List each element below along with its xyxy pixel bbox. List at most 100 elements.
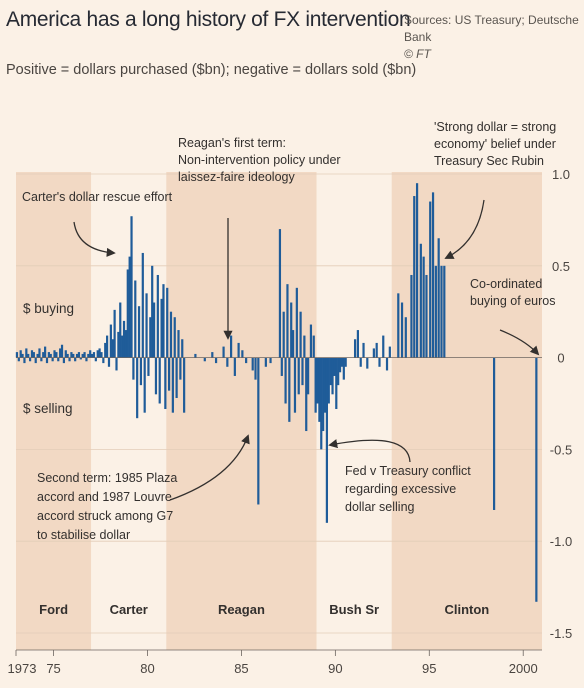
copyright-text: © FT (404, 47, 431, 61)
bar (134, 280, 137, 358)
era-label-reagan: Reagan (218, 602, 265, 617)
bar (203, 357, 206, 362)
bar (323, 357, 327, 413)
bar (344, 357, 347, 367)
bar (309, 324, 313, 358)
bar (183, 357, 186, 413)
bar (36, 353, 39, 358)
bar (156, 274, 159, 358)
bar (257, 357, 260, 505)
bar (15, 352, 19, 358)
era-band-reagan (166, 172, 317, 650)
bar (21, 353, 24, 358)
bar (38, 348, 41, 358)
bar (111, 339, 114, 358)
bar (229, 335, 233, 358)
bar-series (15, 183, 538, 602)
y-tick-label: -1.5 (550, 626, 572, 641)
bar (181, 339, 184, 358)
era-band-bush-sr (316, 172, 392, 650)
bar (100, 352, 103, 358)
annotation-strong-dollar: 'Strong dollar = strong economy' belief u… (434, 120, 556, 168)
bar (314, 357, 317, 413)
bar (79, 357, 82, 360)
bar (333, 357, 336, 376)
bar (68, 357, 71, 362)
bar (60, 344, 64, 358)
bar (89, 350, 92, 358)
bar (132, 357, 135, 380)
bar (92, 352, 96, 358)
bar (372, 348, 375, 358)
bar (177, 330, 180, 358)
bar (331, 357, 334, 395)
bar (162, 284, 165, 358)
bar (434, 265, 437, 358)
bar (152, 302, 156, 358)
bar (397, 293, 400, 358)
bar (535, 357, 538, 602)
bar (49, 353, 52, 358)
bar (440, 265, 443, 358)
bar (42, 352, 45, 358)
bar (85, 357, 88, 362)
x-tick-label: 80 (140, 661, 154, 676)
bar (81, 353, 84, 358)
bar (151, 265, 154, 358)
bar (340, 357, 344, 367)
bar (278, 229, 282, 358)
bar (32, 352, 35, 358)
bar (366, 357, 369, 369)
arrow-carter (73, 221, 116, 257)
era-labels: Ford Carter Reagan Bush Sr Clinton (39, 602, 489, 617)
bar (74, 357, 77, 362)
bar (98, 348, 101, 358)
bar (23, 357, 26, 364)
bar (44, 346, 47, 358)
source-note: Sources: US Treasury; Deutsche Bank © FT (404, 12, 584, 63)
bar (388, 346, 391, 358)
bar (83, 352, 86, 358)
chart-subtitle: Positive = dollars purchased ($bn); nega… (6, 62, 417, 78)
annotation-reagan-first-term: Reagan's first term: Non-intervention pol… (178, 136, 341, 184)
bar (299, 311, 302, 358)
bar (136, 357, 139, 419)
bar (419, 243, 422, 358)
annotations: Carter's dollar rescue effort Reagan's fi… (22, 120, 556, 542)
y-tick-label: -0.5 (550, 442, 572, 457)
bar (90, 353, 94, 358)
bar (303, 335, 306, 358)
bar (117, 331, 120, 358)
bar (87, 353, 90, 358)
bar (356, 330, 359, 358)
bar (124, 330, 127, 358)
x-tick-label: 85 (234, 661, 248, 676)
bar (318, 357, 321, 422)
x-tick-label: 90 (328, 661, 342, 676)
bar (109, 324, 112, 358)
bar (233, 357, 236, 376)
bar (254, 357, 257, 380)
y-axis: 1.0 0.5 0 -0.5 -1.0 -1.5 (550, 167, 572, 641)
bar (264, 357, 267, 367)
bar (375, 342, 378, 358)
y-tick-label: 0 (557, 351, 564, 366)
era-label-bush-sr: Bush Sr (329, 602, 379, 617)
bar (145, 293, 148, 358)
bar (128, 256, 131, 358)
bar (237, 342, 240, 358)
era-bands (16, 172, 542, 650)
bar (47, 352, 50, 358)
bar (305, 357, 308, 432)
bar (286, 284, 289, 358)
era-band-carter (91, 172, 167, 650)
y-tick-label: 1.0 (552, 167, 570, 182)
era-band-ford (16, 172, 92, 650)
y-tick-label: -1.0 (550, 534, 572, 549)
x-tick-label: 75 (46, 661, 60, 676)
bar (62, 357, 66, 364)
bar (130, 216, 133, 358)
bar (147, 357, 150, 376)
